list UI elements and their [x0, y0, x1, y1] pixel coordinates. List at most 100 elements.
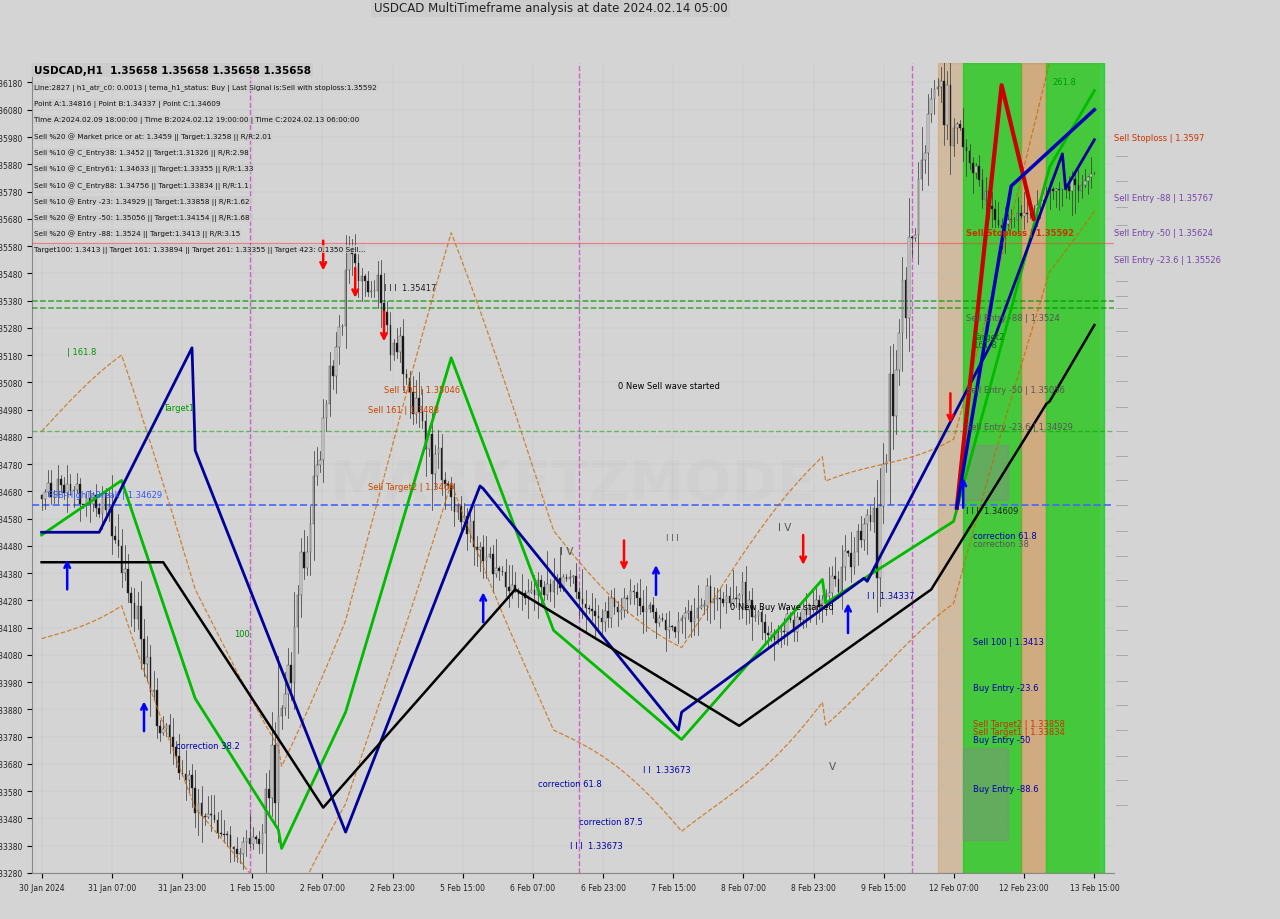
Bar — [524, 594, 526, 598]
Text: Sell 100 | 1.3413: Sell 100 | 1.3413 — [973, 638, 1043, 646]
Bar — [447, 484, 449, 485]
Bar — [156, 690, 157, 727]
Bar — [227, 834, 228, 835]
Bar — [914, 235, 916, 238]
Bar — [69, 484, 72, 492]
Bar — [306, 552, 308, 568]
Bar — [284, 694, 285, 709]
Bar — [677, 622, 680, 632]
Text: 0 New Sell wave started: 0 New Sell wave started — [618, 381, 719, 391]
Bar — [796, 618, 797, 632]
Text: Sell %10 @ Entry -23: 1.34929 || Target:1.33858 || R/R:1.62: Sell %10 @ Entry -23: 1.34929 || Target:… — [35, 198, 250, 206]
Bar — [911, 237, 913, 238]
Bar — [950, 85, 951, 147]
Bar — [611, 598, 612, 618]
Text: I I I  1.34609: I I I 1.34609 — [966, 506, 1019, 516]
Bar — [95, 496, 97, 508]
Bar — [124, 570, 125, 573]
Bar — [751, 601, 753, 618]
Bar — [44, 493, 46, 500]
Bar — [959, 124, 961, 130]
Bar — [479, 548, 481, 550]
Bar — [329, 367, 330, 405]
Bar — [163, 730, 164, 732]
Text: correction 38.2: correction 38.2 — [175, 741, 239, 750]
Bar — [1061, 189, 1064, 191]
Bar — [76, 484, 78, 490]
Bar — [1052, 190, 1053, 192]
Bar — [440, 448, 443, 481]
Bar — [540, 580, 541, 587]
Bar — [588, 608, 590, 609]
Bar — [248, 837, 251, 845]
Bar — [991, 207, 993, 210]
Text: Sell %20 @ Entry -50: 1.35056 || Target:1.34154 || R/R:1.68: Sell %20 @ Entry -50: 1.35056 || Target:… — [35, 214, 250, 221]
Bar — [1046, 64, 1103, 873]
Bar — [355, 255, 356, 264]
Bar — [728, 596, 731, 603]
Text: | 161.8: | 161.8 — [68, 347, 96, 357]
Bar — [319, 460, 321, 466]
Bar — [828, 593, 829, 596]
Bar — [707, 586, 708, 607]
Text: Sell 161 | 1.3488: Sell 161 | 1.3488 — [369, 406, 439, 414]
Bar — [476, 547, 477, 550]
Text: Sell Entry -23.6 | 1.35526: Sell Entry -23.6 | 1.35526 — [1114, 256, 1221, 265]
Bar — [952, 129, 955, 147]
Bar — [598, 617, 599, 618]
Bar — [472, 521, 475, 547]
Bar — [191, 775, 193, 789]
Bar — [543, 587, 545, 595]
Text: Line:2827 | h1_atr_c0: 0.0013 | tema_h1_status: Buy | Last Signal is:Sell with s: Line:2827 | h1_atr_c0: 0.0013 | tema_h1_… — [35, 85, 376, 92]
Bar — [566, 577, 567, 580]
Bar — [703, 605, 705, 607]
Bar — [655, 612, 657, 623]
Bar — [233, 847, 234, 849]
Bar — [195, 789, 196, 812]
Text: Sell Entry -50 | 1.35056: Sell Entry -50 | 1.35056 — [966, 385, 1065, 394]
Bar — [303, 552, 305, 568]
Bar — [274, 745, 276, 803]
Bar — [735, 598, 737, 599]
Bar — [1084, 182, 1085, 186]
Text: Sell Entry -88 | 1.3524: Sell Entry -88 | 1.3524 — [966, 313, 1060, 323]
Text: Time A:2024.02.09 18:00:00 | Time B:2024.02.12 19:00:00 | Time C:2024.02.13 06:0: Time A:2024.02.09 18:00:00 | Time B:2024… — [35, 117, 360, 124]
Bar — [140, 607, 142, 640]
Bar — [675, 628, 676, 632]
Bar — [1087, 178, 1089, 182]
Text: FSB-HighToBreak | 1.34629: FSB-HighToBreak | 1.34629 — [49, 491, 163, 500]
Bar — [348, 250, 349, 271]
Bar — [280, 709, 283, 716]
Bar — [412, 392, 413, 414]
Bar — [562, 577, 564, 588]
Bar — [549, 584, 552, 592]
Bar — [204, 816, 206, 817]
Bar — [470, 521, 471, 535]
Bar — [856, 531, 859, 552]
Bar — [963, 748, 1009, 840]
Bar — [995, 210, 996, 221]
Bar — [73, 490, 74, 492]
Bar — [521, 593, 522, 594]
Bar — [344, 271, 347, 326]
Bar — [700, 607, 701, 608]
Text: Sell Entry -88 | 1.35767: Sell Entry -88 | 1.35767 — [1114, 194, 1213, 202]
Bar — [105, 494, 106, 510]
Bar — [643, 606, 644, 612]
Bar — [649, 606, 650, 609]
Bar — [630, 592, 631, 599]
Text: Sell Target1 | 1.33834: Sell Target1 | 1.33834 — [973, 727, 1065, 736]
Bar — [504, 573, 507, 587]
Bar — [1020, 213, 1021, 217]
Bar — [396, 344, 398, 353]
Bar — [131, 594, 132, 603]
Bar — [530, 591, 532, 592]
Bar — [547, 584, 548, 595]
Bar — [783, 631, 785, 632]
Bar — [888, 375, 891, 462]
Bar — [1010, 220, 1012, 221]
Bar — [408, 379, 411, 392]
Bar — [214, 815, 215, 820]
Bar — [197, 803, 200, 812]
Bar — [259, 840, 260, 844]
